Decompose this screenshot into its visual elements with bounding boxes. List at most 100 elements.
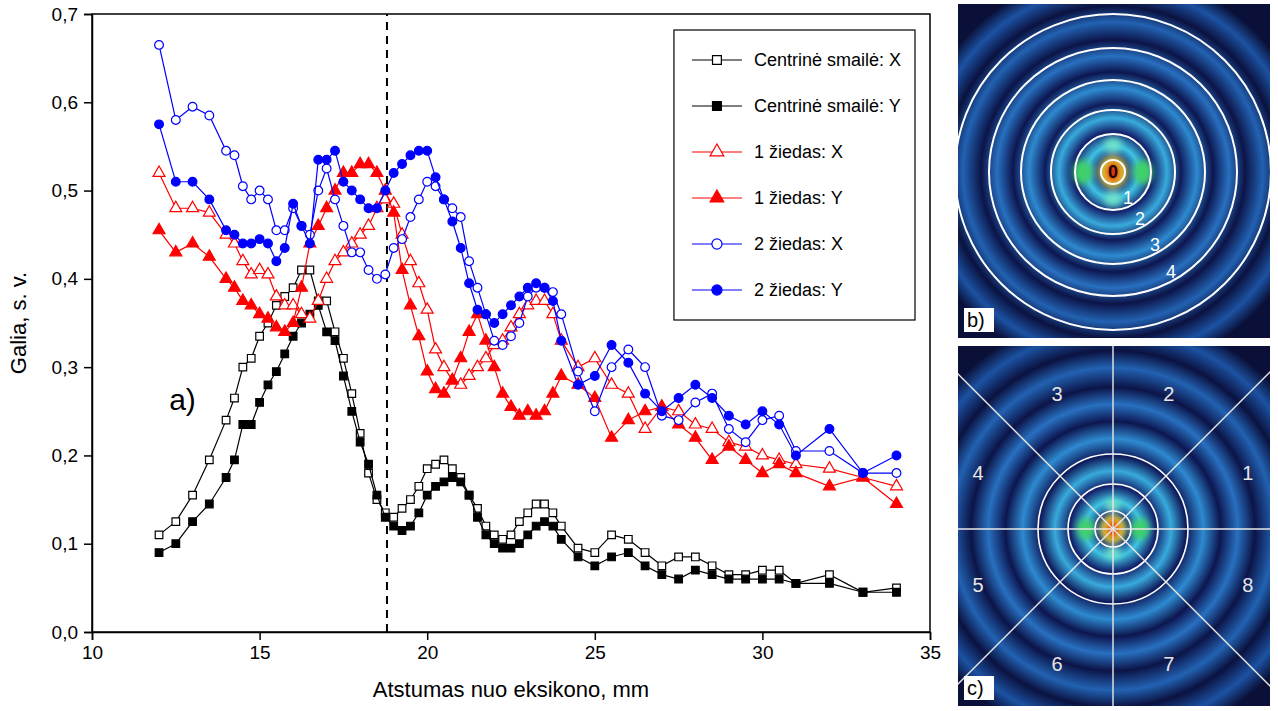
data-point: [708, 571, 716, 579]
x-tick-label: 10: [82, 642, 103, 663]
legend-marker: [710, 144, 724, 156]
ring-label: 3: [1150, 235, 1160, 255]
data-point: [790, 466, 802, 476]
data-point: [347, 186, 356, 195]
data-point: [398, 527, 406, 535]
data-point: [155, 120, 164, 129]
data-point: [758, 407, 767, 416]
data-point: [381, 270, 390, 279]
data-point: [449, 474, 457, 482]
data-point: [515, 292, 524, 301]
figure: 1015202530350,00,10,20,30,40,50,60,7Atst…: [0, 0, 1278, 711]
data-point: [775, 420, 784, 429]
data-point: [507, 531, 515, 539]
legend: Centrinė smailė: XCentrinė smailė: Y1 ži…: [674, 30, 915, 320]
ring-boundary: [1075, 134, 1151, 210]
ring-label: 0: [1108, 162, 1118, 182]
data-point: [674, 416, 683, 425]
sector-label: 3: [1052, 383, 1063, 405]
data-point: [365, 460, 373, 468]
data-point: [624, 358, 633, 367]
data-point: [404, 298, 416, 308]
data-point: [423, 177, 432, 186]
data-point: [339, 222, 348, 231]
data-point: [706, 422, 718, 432]
data-point: [430, 382, 442, 392]
data-point: [312, 294, 324, 304]
data-point: [639, 422, 651, 432]
y-tick: 0,1: [52, 533, 92, 554]
data-point: [792, 580, 800, 588]
image-c: 12345678c): [793, 209, 1278, 711]
data-point: [463, 325, 475, 335]
data-point: [532, 522, 540, 530]
data-point: [673, 404, 685, 414]
y-tick-mark: [84, 102, 92, 104]
data-point: [826, 580, 834, 588]
data-point: [203, 250, 215, 260]
y-tick-label: 0,5: [52, 180, 78, 201]
data-point: [273, 368, 281, 376]
data-point: [432, 460, 440, 468]
sector-boundary: [958, 346, 1270, 706]
sector-boundary: [958, 346, 1270, 706]
data-point: [625, 549, 633, 557]
sector-label: 1: [1242, 462, 1253, 484]
data-point: [272, 226, 281, 235]
data-point: [431, 173, 440, 182]
data-point: [825, 447, 834, 456]
legend-label: Centrinė smailė: X: [754, 50, 901, 70]
data-point: [742, 575, 750, 583]
reference-line: [386, 14, 388, 632]
chart: 1015202530350,00,10,20,30,40,50,60,7Atst…: [6, 4, 941, 702]
data-point: [414, 146, 423, 155]
y-tick-mark: [84, 190, 92, 192]
data-point: [222, 146, 231, 155]
data-point: [440, 478, 448, 486]
data-point: [413, 276, 425, 286]
data-point: [490, 531, 498, 539]
data-point: [222, 416, 230, 424]
data-point: [823, 462, 835, 472]
data-point: [289, 332, 297, 340]
data-point: [516, 518, 524, 526]
data-point: [859, 588, 867, 596]
y-tick-mark: [84, 632, 92, 634]
data-point: [228, 281, 240, 291]
data-point: [892, 451, 901, 460]
data-point: [256, 399, 264, 407]
data-point: [741, 438, 750, 447]
data-point: [481, 310, 490, 319]
data-point: [155, 549, 163, 557]
legend-label: 1 žiedas: Y: [754, 188, 843, 208]
data-point: [555, 334, 567, 344]
data-point: [549, 297, 558, 306]
sector-label: 7: [1163, 653, 1174, 675]
data-point: [153, 166, 165, 176]
data-point: [557, 535, 565, 543]
data-point: [414, 195, 423, 204]
series-line: [159, 305, 896, 592]
y-tick: 0,7: [52, 4, 92, 25]
data-point: [541, 500, 549, 508]
data-point: [606, 431, 618, 441]
data-point: [413, 329, 425, 339]
data-point: [390, 522, 398, 530]
sector-boundary: [1112, 346, 1113, 706]
data-point: [381, 513, 389, 521]
data-point: [264, 239, 273, 248]
data-point: [237, 294, 249, 304]
data-point: [522, 404, 534, 414]
data-point: [497, 387, 509, 397]
data-point: [725, 575, 733, 583]
data-point: [270, 290, 282, 300]
data-point: [423, 146, 432, 155]
data-point: [415, 483, 423, 491]
data-point: [189, 491, 197, 499]
data-point: [465, 257, 474, 266]
data-point: [423, 491, 431, 499]
x-tick-mark: [427, 632, 429, 640]
data-point: [396, 263, 408, 273]
data-point: [607, 341, 616, 350]
sector-label: 8: [1242, 574, 1253, 596]
